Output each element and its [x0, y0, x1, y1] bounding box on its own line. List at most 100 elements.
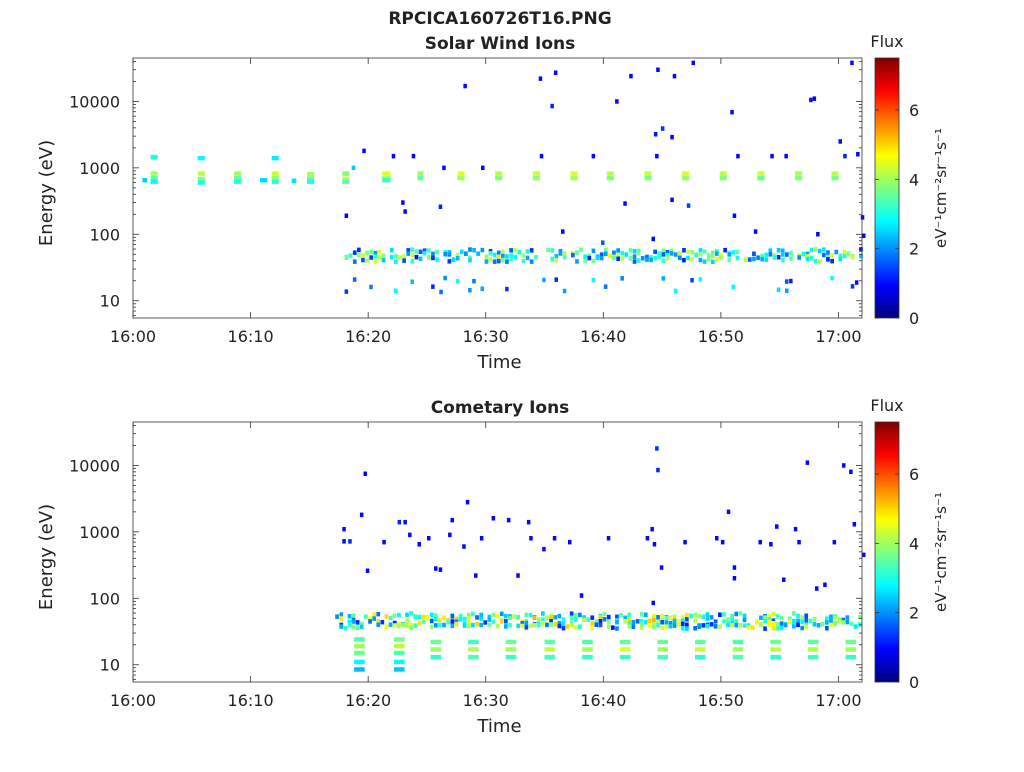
band-cell — [561, 621, 566, 627]
band-cell — [702, 249, 707, 254]
band-cell — [499, 619, 504, 624]
band-cell — [501, 253, 505, 259]
band-cell — [660, 620, 664, 625]
sweep-cell — [770, 654, 781, 660]
data-point — [427, 536, 431, 541]
sweep-cell — [619, 654, 631, 660]
band-cell — [343, 625, 348, 631]
band-cell — [488, 251, 493, 256]
band-cell — [660, 625, 664, 630]
band-cell — [764, 257, 769, 262]
band-cell — [853, 624, 858, 629]
band-cell — [857, 614, 862, 620]
data-point — [775, 524, 779, 529]
band-cell — [561, 626, 566, 631]
band-cell — [685, 612, 689, 618]
x-axis-label: Time — [476, 716, 521, 737]
data-point — [832, 539, 837, 545]
band-cell — [447, 249, 452, 255]
band-cell — [672, 619, 677, 624]
sweep-cell — [682, 171, 690, 176]
x-tick-label: 16:40 — [580, 691, 626, 710]
y-tick-label: 1000 — [79, 523, 120, 542]
band-cell — [357, 252, 361, 258]
band-cell — [628, 248, 633, 253]
band-cell — [763, 626, 767, 631]
band-cell — [389, 247, 394, 253]
sweep-cell — [644, 171, 652, 176]
band-cell — [738, 622, 743, 628]
band-cell — [825, 626, 829, 631]
sweep-cell — [757, 175, 765, 181]
band-cell — [682, 257, 686, 263]
colorbar-title: Flux — [870, 32, 903, 51]
band-cell — [347, 614, 352, 619]
colorbar-tick-label: 2 — [909, 240, 919, 259]
band-cell — [620, 256, 625, 261]
data-point — [659, 565, 664, 570]
band-cell — [359, 621, 364, 627]
sweep-cell — [197, 180, 205, 185]
band-cell — [398, 255, 402, 260]
plot-frame — [132, 421, 863, 683]
data-point — [491, 516, 496, 521]
colorbar-title: Flux — [870, 396, 903, 415]
band-low-cell — [620, 276, 624, 281]
band-cell — [767, 622, 771, 627]
sweep-cell — [845, 654, 857, 660]
band-cell — [573, 617, 578, 622]
band-cell — [471, 622, 475, 628]
sweep-cell — [417, 171, 424, 176]
band-cell — [409, 611, 413, 616]
band-cell — [615, 626, 619, 631]
band-cell — [750, 625, 755, 630]
band-cell — [616, 256, 620, 261]
band-cell — [842, 249, 847, 254]
band-cell — [562, 255, 567, 260]
sweep-cell — [307, 172, 315, 177]
y-tick-label: 10 — [100, 656, 120, 675]
band-cell — [648, 623, 652, 628]
data-point — [348, 539, 352, 544]
sweep-cell — [394, 644, 405, 649]
band-cell — [587, 255, 592, 261]
colorbar: Flux 0 2 4 6 eV⁻¹cm⁻²sr⁻¹s⁻¹ — [870, 32, 950, 328]
band-cell — [496, 258, 501, 264]
band-cell — [792, 611, 796, 616]
band-cell — [392, 623, 397, 628]
data-cells — [335, 446, 866, 672]
panel-title: Solar Wind Ions — [425, 34, 576, 54]
band-cell — [846, 251, 851, 257]
band-cell — [620, 250, 625, 256]
data-point — [862, 552, 866, 558]
band-cell — [429, 618, 434, 624]
band-cell — [668, 624, 673, 629]
data-point — [529, 536, 533, 541]
data-point — [579, 593, 584, 598]
band-cell — [590, 625, 595, 630]
data-point — [401, 200, 405, 205]
band-cell — [701, 623, 706, 628]
sweep-cell — [606, 171, 614, 176]
band-cell — [369, 249, 373, 255]
band-cell — [660, 613, 664, 619]
band-cell — [392, 613, 397, 618]
band-cell — [661, 248, 666, 253]
band-cell — [422, 248, 427, 253]
band-cell — [409, 622, 413, 628]
band-cell — [705, 623, 710, 629]
band-cell — [594, 622, 599, 627]
band-cell — [504, 613, 508, 619]
band-cell — [417, 614, 422, 620]
x-tick-label: 17:00 — [815, 691, 861, 710]
data-point — [656, 67, 660, 72]
band-cell — [727, 252, 732, 257]
band-cell — [578, 624, 582, 629]
data-point — [391, 153, 396, 159]
band-cell — [698, 257, 703, 263]
sweep-cell — [695, 654, 706, 660]
band-cell — [623, 615, 627, 620]
band-cell — [789, 250, 793, 256]
sweep-cell — [234, 179, 242, 184]
band-cell — [492, 259, 497, 264]
